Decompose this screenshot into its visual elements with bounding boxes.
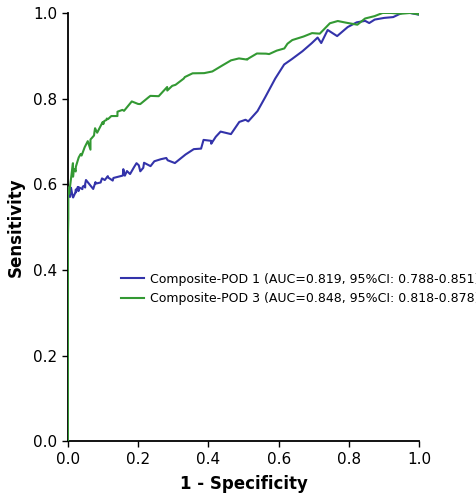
X-axis label: 1 - Specificity: 1 - Specificity [179, 475, 307, 493]
Y-axis label: Sensitivity: Sensitivity [7, 178, 25, 277]
Legend: Composite-POD 1 (AUC=0.819, 95%CI: 0.788-0.851), Composite-POD 3 (AUC=0.848, 95%: Composite-POD 1 (AUC=0.819, 95%CI: 0.788… [116, 268, 476, 310]
